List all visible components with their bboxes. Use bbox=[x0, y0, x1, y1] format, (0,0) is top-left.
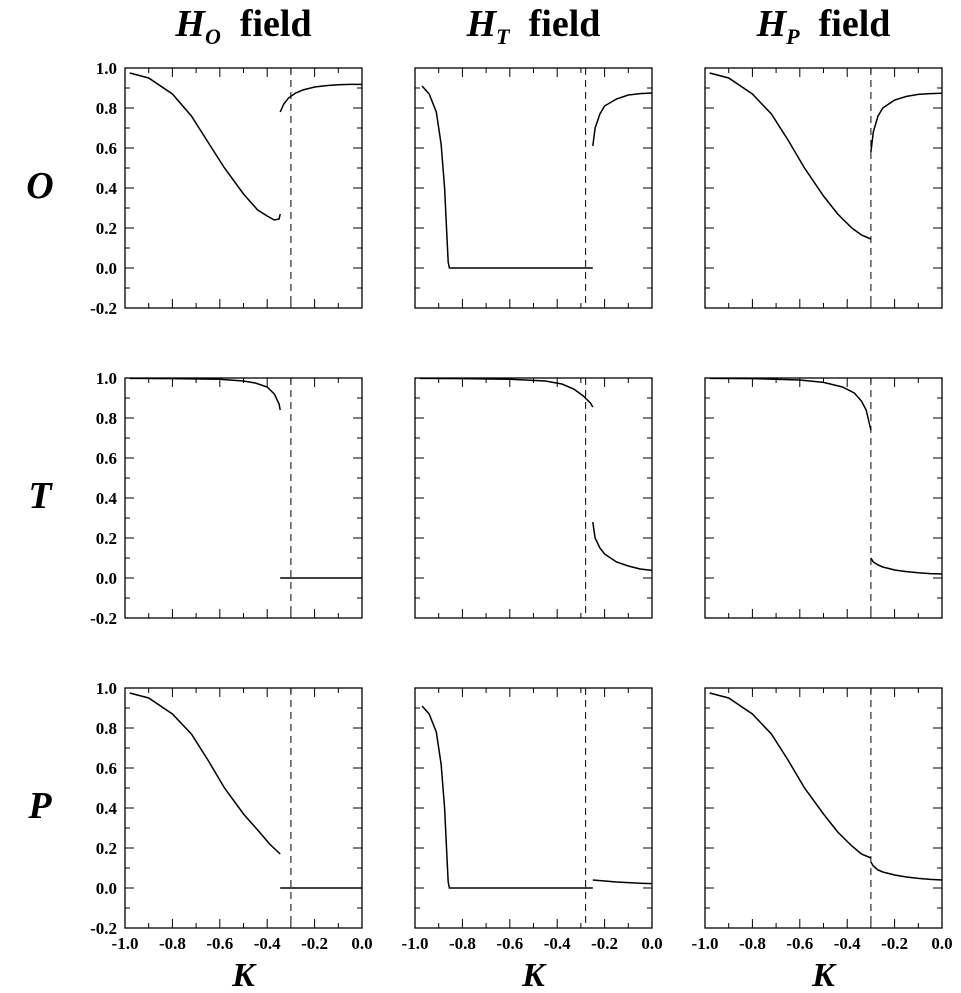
x-tick-label: -0.2 bbox=[881, 934, 908, 953]
panel-o-hp-frame bbox=[704, 67, 943, 309]
panel-o-ht-curve-2 bbox=[592, 92, 653, 147]
panel-p-hp-frame bbox=[704, 687, 943, 929]
panel-t-ht-curve-2 bbox=[592, 521, 653, 572]
y-tick-label: 0.2 bbox=[96, 839, 117, 858]
y-tick-label: 1.0 bbox=[96, 59, 117, 78]
panel-p-hp-curve-2 bbox=[870, 861, 943, 881]
x-tick-label: -0.2 bbox=[301, 934, 328, 953]
y-tick-label: 0.4 bbox=[96, 489, 118, 508]
row-label-p: P bbox=[27, 785, 52, 827]
x-tick-label: -0.6 bbox=[206, 934, 233, 953]
panel-t-ho-curve-1 bbox=[129, 377, 281, 411]
x-tick-label: -0.4 bbox=[254, 934, 281, 953]
y-tick-label: 0.6 bbox=[96, 449, 117, 468]
panel-o-ht-curve-1 bbox=[421, 85, 593, 269]
y-tick-label: -0.2 bbox=[90, 609, 117, 628]
panel-p-ht-frame bbox=[414, 687, 653, 929]
x-tick-label: -0.8 bbox=[739, 934, 766, 953]
column-title-ht: HT field bbox=[466, 3, 601, 49]
panel-t-hp-frame bbox=[704, 377, 943, 619]
column-title-hp: HP field bbox=[756, 3, 891, 49]
panel-t-ho-frame bbox=[124, 377, 363, 619]
panel-p-ho-frame bbox=[124, 687, 363, 929]
y-tick-label: 0.2 bbox=[96, 219, 117, 238]
column-title-ho: HO field bbox=[174, 3, 311, 49]
y-tick-label: 0.4 bbox=[96, 799, 118, 818]
y-tick-label: 0.2 bbox=[96, 529, 117, 548]
panel-p-hp-curve-1 bbox=[709, 692, 872, 859]
y-tick-label: 0.0 bbox=[96, 569, 117, 588]
panel-t-ht-curve-1 bbox=[419, 377, 594, 408]
y-tick-label: 0.6 bbox=[96, 139, 117, 158]
x-tick-label: 0.0 bbox=[641, 934, 662, 953]
x-tick-label: -0.4 bbox=[544, 934, 571, 953]
panel-o-ho-curve-2 bbox=[279, 83, 362, 113]
panel-t-hp-curve-2 bbox=[870, 557, 943, 575]
x-axis-label: K bbox=[811, 957, 837, 993]
y-tick-label: 1.0 bbox=[96, 369, 117, 388]
x-axis-label: K bbox=[231, 957, 257, 993]
panel-o-ht-frame bbox=[414, 67, 653, 309]
y-tick-label: 0.8 bbox=[96, 409, 117, 428]
y-tick-label: -0.2 bbox=[90, 919, 117, 938]
panel-o-ho-curve-1 bbox=[129, 72, 281, 221]
x-tick-label: -0.4 bbox=[834, 934, 861, 953]
y-tick-label: 0.8 bbox=[96, 99, 117, 118]
x-tick-label: -1.0 bbox=[402, 934, 429, 953]
row-label-o: O bbox=[26, 165, 53, 207]
y-tick-label: 0.0 bbox=[96, 259, 117, 278]
panel-p-ho-curve-1 bbox=[129, 692, 281, 855]
y-tick-label: 0.8 bbox=[96, 719, 117, 738]
y-tick-label: -0.2 bbox=[90, 299, 117, 318]
x-tick-label: -0.8 bbox=[159, 934, 186, 953]
y-tick-label: 1.0 bbox=[96, 679, 117, 698]
y-tick-label: 0.4 bbox=[96, 179, 118, 198]
panel-t-hp-curve-1 bbox=[709, 377, 872, 431]
row-label-t: T bbox=[28, 475, 53, 517]
x-tick-label: -0.2 bbox=[591, 934, 618, 953]
x-tick-label: -0.6 bbox=[496, 934, 523, 953]
x-axis-label: K bbox=[521, 957, 547, 993]
x-tick-label: -0.6 bbox=[786, 934, 813, 953]
panel-o-hp-curve-2 bbox=[870, 92, 943, 153]
panel-p-ht-curve-1 bbox=[421, 705, 593, 889]
y-tick-label: 0.6 bbox=[96, 759, 117, 778]
x-tick-label: 0.0 bbox=[931, 934, 952, 953]
panel-o-hp-curve-1 bbox=[709, 72, 872, 240]
x-tick-label: -1.0 bbox=[692, 934, 719, 953]
panel-o-ho-frame bbox=[124, 67, 363, 309]
x-tick-label: 0.0 bbox=[351, 934, 372, 953]
x-tick-label: -0.8 bbox=[449, 934, 476, 953]
y-tick-label: 0.0 bbox=[96, 879, 117, 898]
x-tick-label: -1.0 bbox=[112, 934, 139, 953]
panel-t-ht-frame bbox=[414, 377, 653, 619]
panel-p-ht-curve-2 bbox=[592, 879, 653, 885]
